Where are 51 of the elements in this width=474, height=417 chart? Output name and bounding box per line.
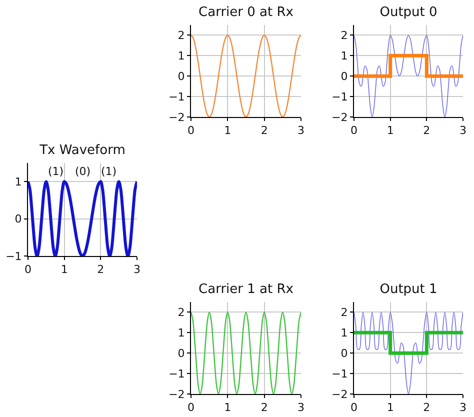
x-tick-label: 3 (298, 124, 304, 138)
y-tick-label: 2 (178, 306, 185, 320)
x-tick-label: 1 (224, 401, 232, 414)
x-tick-label: 3 (460, 401, 466, 414)
chart-title: Carrier 0 at Rx (198, 5, 294, 20)
x-tick-label: 2 (260, 401, 268, 414)
x-tick-label: 3 (134, 263, 140, 276)
x-tick-label: 1 (224, 124, 232, 138)
y-tick-label: 0 (14, 212, 22, 226)
x-tick-label: 1 (386, 401, 394, 414)
y-tick-label: −2 (332, 110, 348, 124)
x-tick-label: 1 (60, 263, 68, 276)
x-tick-label: 2 (423, 401, 430, 414)
y-tick-label: 1 (340, 50, 348, 63)
y-tick-label: −1 (168, 90, 185, 104)
annotation: (1) (48, 165, 64, 178)
y-tick-label: 1 (178, 326, 185, 340)
chart-title: Tx Waveform (38, 143, 126, 158)
x-tick-label: 3 (298, 401, 304, 414)
y-tick-label: 0 (340, 346, 348, 360)
y-tick-label: 0 (178, 70, 185, 83)
y-tick-label: −1 (168, 367, 185, 380)
x-tick-label: 2 (260, 124, 268, 138)
y-tick-label: 0 (178, 346, 185, 360)
chart-title: Carrier 1 at Rx (198, 282, 294, 298)
annotation: (0) (75, 165, 91, 178)
x-tick-label: 2 (97, 263, 104, 276)
y-tick-label: −1 (332, 90, 348, 104)
chart-title: Output 0 (380, 5, 438, 20)
x-tick-label: 1 (386, 124, 394, 138)
x-tick-label: 0 (350, 124, 358, 138)
x-tick-label: 0 (350, 401, 358, 414)
x-tick-label: 0 (188, 124, 194, 138)
y-tick-label: 2 (178, 29, 185, 42)
y-tick-label: −2 (332, 388, 348, 401)
x-tick-label: 2 (423, 124, 430, 138)
x-tick-label: 0 (188, 401, 194, 414)
x-tick-label: 3 (460, 124, 466, 138)
y-tick-label: 1 (340, 326, 348, 340)
y-tick-label: 1 (178, 50, 185, 63)
y-tick-label: −2 (168, 110, 185, 124)
y-tick-label: −1 (332, 367, 348, 380)
y-tick-label: −2 (168, 388, 185, 401)
y-tick-label: 1 (14, 175, 22, 188)
y-tick-label: 0 (340, 70, 348, 83)
chart-title: Output 1 (380, 282, 438, 298)
x-tick-label: 0 (24, 263, 32, 276)
y-tick-label: −1 (6, 250, 22, 263)
y-tick-label: 2 (340, 306, 348, 320)
annotation: (1) (101, 165, 117, 178)
y-tick-label: 2 (340, 29, 348, 42)
